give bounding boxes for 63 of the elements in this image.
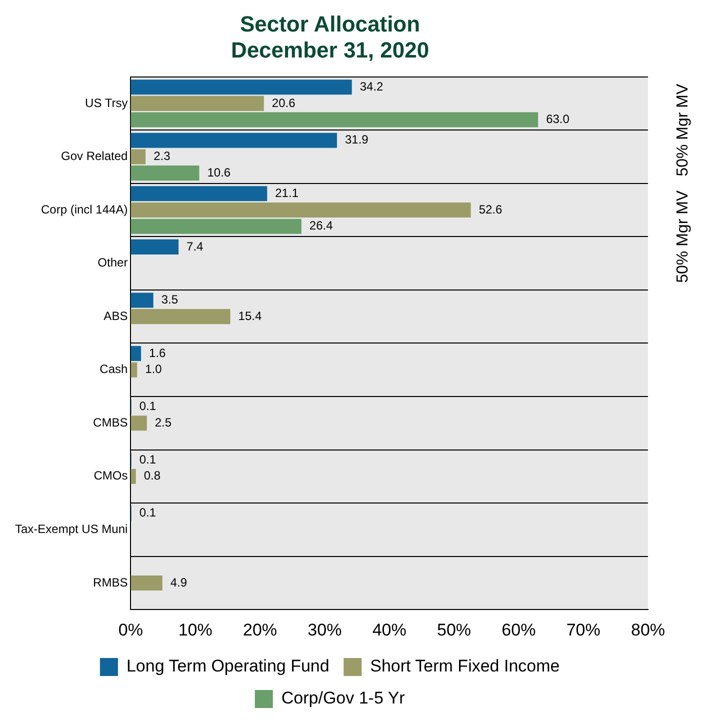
data-label: 1.0	[145, 362, 162, 376]
y-tick-label: CMBS	[93, 415, 128, 430]
data-label: 15.4	[238, 308, 262, 323]
data-label: 31.9	[344, 132, 369, 147]
data-label: 20.6	[272, 96, 296, 110]
data-label: 2.3	[154, 149, 171, 164]
data-label: 10.6	[207, 165, 231, 180]
data-label: 0.1	[139, 506, 156, 520]
bar	[130, 346, 142, 362]
bar	[130, 362, 138, 378]
data-label: 7.4	[186, 239, 204, 254]
bar	[130, 239, 179, 254]
bar	[130, 132, 337, 148]
text: 50% Mgr MV	[674, 190, 692, 283]
bar	[130, 149, 146, 164]
bar	[130, 112, 538, 128]
data-label: 4.9	[170, 575, 188, 590]
text: 50% Mgr MV	[674, 84, 692, 176]
data-label: 63.0	[546, 112, 570, 126]
bar	[130, 309, 230, 324]
y-tick-label: Other	[98, 256, 128, 270]
x-tick-label: 40%	[372, 620, 406, 640]
bar	[130, 468, 136, 484]
y-tick-label: US Trsy	[85, 96, 128, 110]
data-label: 21.1	[275, 186, 299, 200]
data-label: 2.5	[154, 415, 172, 430]
x-tick-label: 20%	[243, 620, 278, 640]
y-tick-label: Corp (incl 144A)	[40, 202, 128, 216]
y-tick-label: RMBS	[93, 575, 128, 590]
x-tick-label: 50%	[436, 620, 472, 640]
x-tick-label: 30%	[308, 620, 342, 640]
data-label: 1.6	[149, 346, 166, 360]
data-label: 34.2	[360, 79, 384, 94]
bar	[130, 292, 154, 308]
data-label: 26.4	[309, 218, 334, 233]
y-tick-label: Tax-Exempt US Muni	[14, 522, 128, 536]
legend-label: Long Term Operating Fund	[126, 656, 330, 676]
chart-subtitle: December 31, 2020	[230, 38, 430, 63]
bar	[130, 186, 268, 202]
x-tick-label: 60%	[502, 620, 536, 640]
data-label: 0.1	[139, 399, 156, 414]
bar	[130, 166, 200, 181]
data-label: 0.1	[139, 452, 156, 466]
y-tick-label: CMOs	[94, 468, 128, 483]
x-tick-label: 70%	[566, 620, 600, 640]
bar	[130, 218, 302, 234]
data-label: 0.8	[144, 468, 161, 483]
bar	[130, 416, 147, 431]
x-tick-label: 0%	[118, 620, 143, 640]
legend-label: Short Term Fixed Income	[370, 656, 560, 676]
data-label: 52.6	[478, 202, 503, 216]
bar	[130, 202, 471, 218]
legend-label: Corp/Gov 1-5 Yr	[281, 688, 406, 708]
bar	[130, 575, 162, 590]
chart-title: Sector Allocation	[240, 11, 420, 36]
data-label: 3.5	[161, 292, 178, 307]
x-tick-label: 80%	[630, 620, 666, 640]
y-tick-label: Cash	[100, 362, 128, 376]
y-tick-label: ABS	[104, 308, 128, 323]
bar	[130, 96, 264, 111]
x-tick-label: 10%	[178, 620, 212, 640]
bar	[130, 80, 352, 95]
y-tick-label: Gov Related	[60, 149, 128, 164]
